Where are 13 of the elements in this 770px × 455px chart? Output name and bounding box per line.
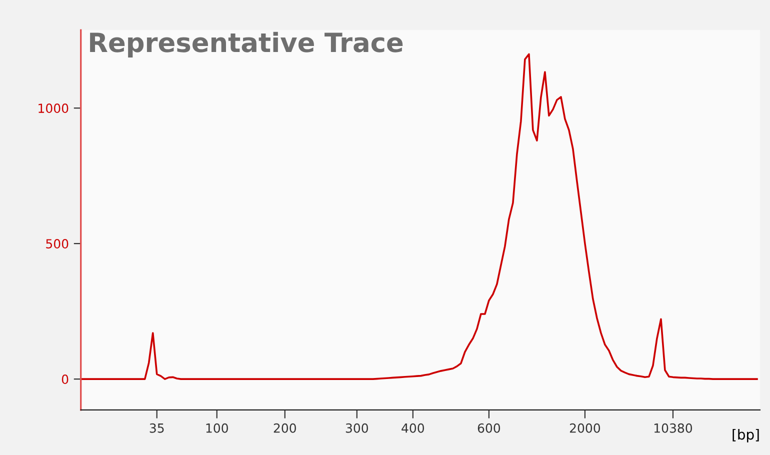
x-tick-label: 10380	[654, 423, 692, 433]
x-axis-title: [bp]	[732, 428, 759, 442]
x-tick-label: 200	[274, 423, 296, 433]
x-tick-label: 300	[346, 423, 368, 433]
chart-title: Representative Trace	[90, 32, 403, 58]
y-tick-label: 1000	[38, 104, 68, 113]
y-tick-label: 0	[62, 374, 68, 384]
x-tick-label: 35	[150, 423, 164, 433]
x-tick-label: 600	[478, 423, 500, 433]
x-tick-label: 100	[206, 423, 228, 433]
x-tick-label: 400	[402, 423, 424, 433]
x-tick-label: 2000	[570, 423, 600, 433]
y-tick-label: 500	[46, 239, 68, 248]
